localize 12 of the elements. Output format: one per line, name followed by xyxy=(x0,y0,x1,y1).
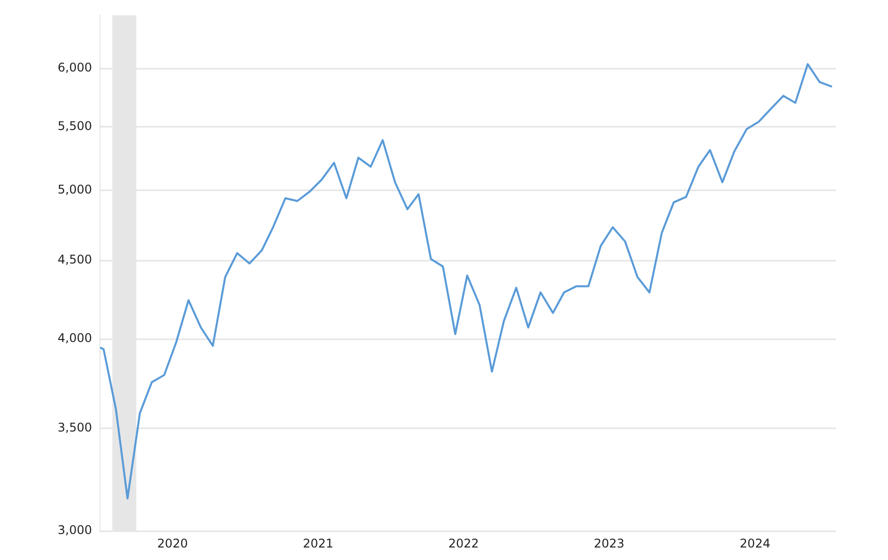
y-tick-label: 3,500 xyxy=(58,420,92,434)
y-tick-label: 6,000 xyxy=(58,60,92,75)
y-tick-label: 5,000 xyxy=(58,182,92,196)
x-tick-label: 2023 xyxy=(594,536,624,550)
y-tick-label: 5,500 xyxy=(58,118,92,133)
y-tick-label: 4,500 xyxy=(58,252,92,267)
x-tick-label: 2022 xyxy=(448,536,479,550)
x-tick-label: 2021 xyxy=(302,536,334,550)
x-tick-label: 2024 xyxy=(740,536,770,550)
y-tick-label: 4,000 xyxy=(58,331,92,346)
y-tick-label: 3,000 xyxy=(58,523,92,538)
x-tick-label: 2020 xyxy=(157,536,188,550)
